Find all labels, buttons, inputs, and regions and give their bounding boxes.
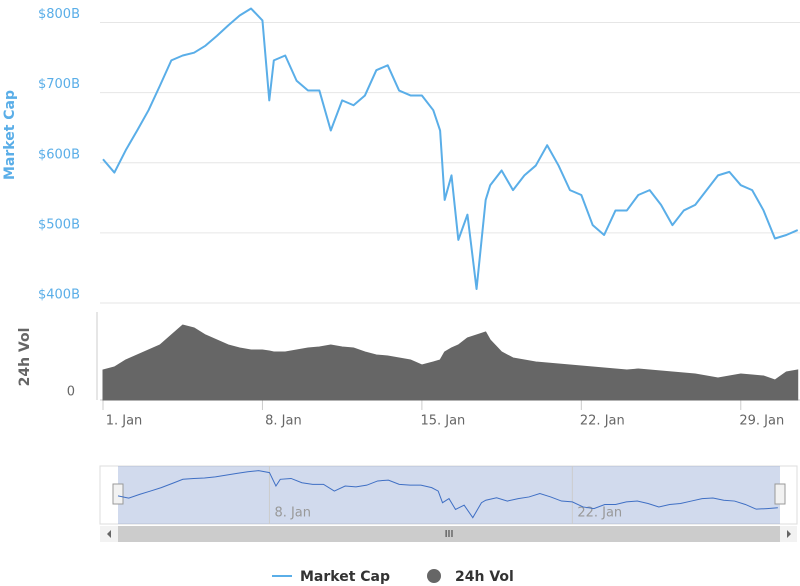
x-tick-label: 8. Jan bbox=[265, 414, 302, 429]
scrollbar-thumb[interactable] bbox=[118, 526, 780, 542]
legend-label[interactable]: 24h Vol bbox=[455, 569, 514, 585]
navigator-handle-right[interactable] bbox=[774, 483, 786, 505]
volume-area bbox=[102, 324, 799, 401]
scrollbar-grip: III bbox=[445, 529, 454, 540]
y-tick-label: $700B bbox=[38, 77, 80, 92]
navigator-frame bbox=[99, 465, 798, 525]
navigator-line bbox=[117, 470, 778, 519]
y-axis-title: Market Cap bbox=[2, 90, 18, 180]
navigator-tick-label: 22. Jan bbox=[577, 506, 622, 521]
y-tick-label: $500B bbox=[38, 217, 80, 232]
y2-axis-title: 24h Vol bbox=[17, 328, 33, 387]
x-tick-label: 15. Jan bbox=[420, 414, 465, 429]
navigator-handle-left[interactable] bbox=[112, 483, 124, 505]
x-tick-label: 1. Jan bbox=[106, 414, 143, 429]
market-cap-line bbox=[102, 7, 799, 290]
navigator-selection[interactable] bbox=[118, 466, 780, 524]
x-tick-label: 22. Jan bbox=[580, 414, 625, 429]
y-tick-label: $400B bbox=[38, 288, 80, 303]
x-tick-label: 29. Jan bbox=[739, 414, 784, 429]
y2-tick-label: 0 bbox=[67, 385, 75, 400]
navigator-tick-label: 8. Jan bbox=[274, 506, 311, 521]
scroll-right-arrow[interactable] bbox=[787, 530, 791, 538]
y-tick-label: $600B bbox=[38, 147, 80, 162]
y-tick-label: $800B bbox=[38, 7, 80, 22]
legend-symbol bbox=[427, 569, 441, 583]
legend-label[interactable]: Market Cap bbox=[300, 569, 390, 585]
scroll-left-arrow[interactable] bbox=[107, 530, 111, 538]
